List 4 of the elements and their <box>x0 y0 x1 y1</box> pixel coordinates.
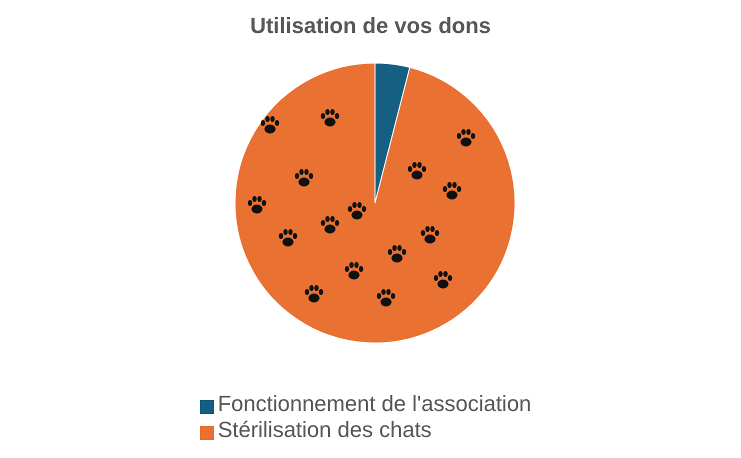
pie-slice <box>234 62 516 344</box>
legend-label: Fonctionnement de l'association <box>218 391 532 416</box>
chart-title: Utilisation de vos dons <box>249 12 492 40</box>
legend-label: Stérilisation des chats <box>218 417 432 442</box>
